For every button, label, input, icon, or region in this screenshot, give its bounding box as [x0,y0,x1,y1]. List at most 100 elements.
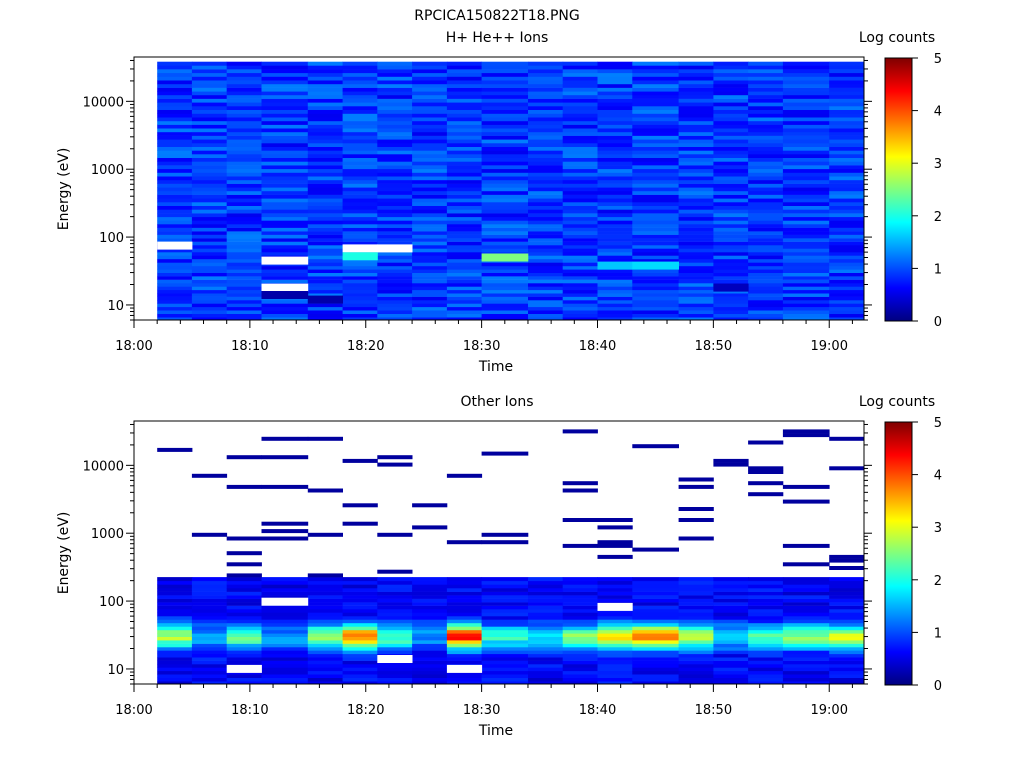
heatmap-cell [562,595,598,599]
heatmap-cell [481,670,529,675]
heatmap-cell [597,286,633,291]
heatmap-cell [261,640,309,644]
heatmap-cell [412,283,448,287]
heatmap-cell [678,220,714,225]
heatmap-cell [191,619,228,624]
heatmap-cell [412,94,448,99]
heatmap-cell [678,615,714,620]
heatmap-cell [342,615,378,620]
heatmap-feature [157,241,193,250]
heatmap-cell [713,626,749,631]
colorbar-tick-label: 4 [934,105,942,120]
heatmap-cell [632,643,679,648]
heatmap-cell [412,255,448,260]
heatmap-cell [528,577,564,582]
heatmap-cell [377,306,413,311]
heatmap-cell [632,615,679,620]
heatmap-cell [713,265,749,270]
heatmap-cell [562,289,598,294]
heatmap-cell [528,220,564,225]
heatmap-cell [481,213,529,218]
heatmap-cell [713,198,749,203]
heatmap-cell [597,69,633,74]
heatmap-cell [678,536,714,541]
x-tick-label: 19:00 [811,703,848,718]
heatmap-cell [713,98,749,103]
heatmap-cell [678,98,714,103]
heatmap-cell [678,640,714,644]
heatmap-cell [829,317,865,321]
heatmap-cell [748,231,784,235]
heatmap-cell [562,135,598,140]
heatmap-cell [748,224,784,228]
heatmap-cell [713,187,749,192]
heatmap-cell [226,61,262,66]
heatmap-cell [481,609,529,613]
heatmap-cell [528,69,564,74]
heatmap-cell [226,577,262,582]
heatmap-cell [377,165,413,170]
heatmap-cell [377,293,413,297]
heatmap-cell [597,595,633,599]
heatmap-cell [632,124,679,129]
heatmap-cell [226,633,262,637]
heatmap-cell [261,231,309,235]
heatmap-cell [377,262,413,267]
heatmap-cell [261,245,309,249]
heatmap-cell [748,633,784,637]
heatmap-cell [528,106,564,110]
heatmap-cell [748,76,784,81]
heatmap-cell [782,117,830,122]
heatmap-cell [713,213,749,218]
heatmap-cell [713,227,749,232]
heatmap-cell [307,179,343,184]
heatmap-cell [261,91,309,96]
heatmap-cell [342,131,378,136]
heatmap-cell [226,238,262,242]
y-tick-label: 1000 [91,527,124,542]
panel-title: Other Ions [460,394,533,410]
heatmap-cell [481,231,529,235]
heatmap-cell [632,72,679,77]
heatmap-cell [446,120,483,125]
heatmap-cell [713,619,749,624]
heatmap-cell [632,146,679,151]
heatmap-cell [748,150,784,155]
heatmap-cell [481,681,529,685]
heatmap-cell [632,91,679,96]
heatmap-cell [562,296,598,301]
colorbar-tick-label: 1 [934,626,942,641]
heatmap-cell [632,157,679,162]
heatmap-cell [748,106,784,110]
heatmap-cell [226,194,262,199]
heatmap-cell [342,296,378,301]
heatmap-cell [377,313,413,318]
heatmap-cell [191,120,228,125]
heatmap-cell [748,124,784,129]
heatmap-cell [157,94,193,99]
heatmap-cell [713,653,749,658]
heatmap-cell [782,429,830,434]
heatmap-cell [226,251,262,256]
heatmap-cell [632,190,679,195]
heatmap-cell [307,588,343,592]
heatmap-cell [377,580,413,585]
heatmap-cell [829,269,865,273]
heatmap-cell [377,168,413,173]
heatmap-cell [226,629,262,634]
heatmap-cell [713,612,749,617]
heatmap-cell [157,224,193,228]
heatmap-cell [261,234,309,239]
heatmap-cell [481,131,529,136]
heatmap-cell [481,303,529,308]
heatmap-cell [562,272,598,277]
heatmap-cell [191,674,228,678]
heatmap-cell [782,113,830,118]
heatmap-cell [446,128,483,133]
heatmap-feature [342,244,378,253]
x-axis-label: Time [478,359,513,375]
heatmap-cell [562,255,598,260]
heatmap-cell [191,179,228,184]
heatmap-cell [261,117,309,122]
heatmap-cell [157,154,193,158]
